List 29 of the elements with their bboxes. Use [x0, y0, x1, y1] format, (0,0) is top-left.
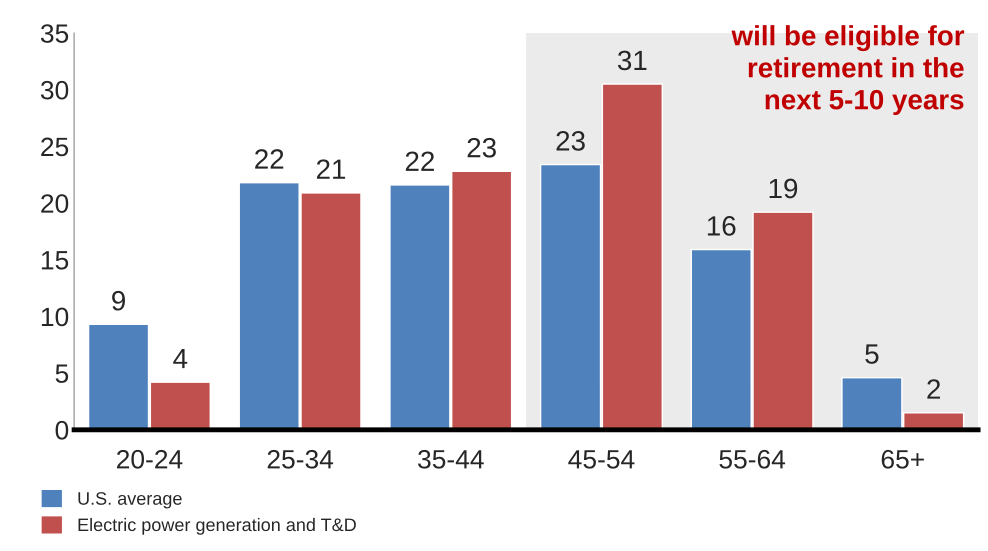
legend-label: U.S. average: [78, 492, 182, 508]
y-tick-label: 5: [56, 364, 68, 383]
y-tick-label: 20: [41, 194, 68, 213]
y-tick-label: 0: [56, 420, 68, 440]
x-tick-label: 35-44: [418, 450, 484, 469]
data-label: 9: [112, 290, 125, 311]
data-label: 23: [556, 131, 585, 151]
data-label: 16: [708, 216, 736, 236]
annotation: will be eligible for retirement in the next 5-10 years: [731, 25, 964, 116]
data-label: 23: [468, 138, 496, 158]
data-label: 31: [618, 50, 646, 70]
y-tick-label: 30: [40, 80, 68, 100]
x-tick-label: 45-54: [568, 450, 634, 469]
data-label: 2: [927, 379, 940, 399]
y-tick-label: 10: [42, 308, 68, 326]
x-tick-label: 25-34: [268, 450, 334, 469]
x-tick-label: 65+: [882, 450, 924, 469]
x-tick-label: 55-64: [719, 450, 786, 469]
x-tick-label: 20-24: [117, 450, 182, 469]
data-label: 4: [173, 348, 188, 368]
y-tick-label: 15: [42, 251, 68, 270]
data-label: 21: [316, 159, 346, 179]
data-label: 22: [406, 151, 434, 171]
legend-label: Electric power generation and T&D: [78, 518, 356, 535]
y-tick-label: 25: [41, 138, 68, 156]
data-label: 22: [255, 149, 284, 169]
y-tick-label: 35: [40, 24, 68, 43]
data-label: 19: [770, 178, 798, 198]
data-label: 5: [865, 344, 878, 364]
